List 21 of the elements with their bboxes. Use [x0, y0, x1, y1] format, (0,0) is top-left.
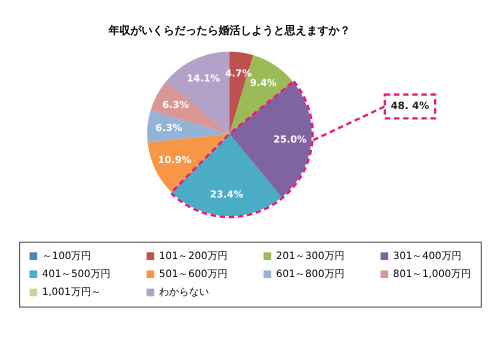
data-label: 14.1% — [186, 74, 220, 85]
legend-label: 301～400万円 — [393, 250, 462, 262]
data-label: 25.0% — [273, 134, 308, 146]
data-label: 23.4% — [210, 189, 244, 200]
legend-label: わからない — [159, 287, 210, 298]
data-label: 6.3% — [156, 122, 182, 134]
legend-label: 1,001万円～ — [42, 287, 101, 298]
legend-label: 501～600万円 — [159, 268, 228, 280]
legend-label: 201～300万円 — [276, 250, 344, 262]
chart-title: 年収がいくらだったら婚活しようと思えますか？ — [107, 24, 350, 38]
legend-label: 801～1,000万円 — [393, 268, 472, 280]
legend-label: 601～800万円 — [276, 268, 344, 280]
legend-label: 401～500万円 — [42, 268, 110, 280]
data-label: 9.4% — [250, 78, 277, 90]
pie-slice — [150, 82, 230, 134]
pie-slice — [147, 110, 230, 143]
legend-label: ～100万円 — [42, 250, 92, 262]
data-label: 6.3% — [162, 100, 190, 112]
data-label: 10.9% — [158, 154, 192, 166]
text: 48. 4% — [390, 101, 430, 112]
legend-label: 101～200万円 — [159, 250, 228, 262]
